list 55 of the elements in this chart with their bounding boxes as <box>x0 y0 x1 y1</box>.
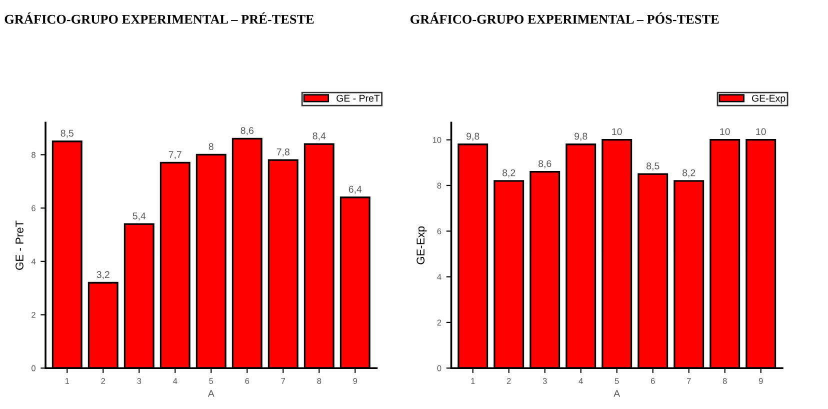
x-tick-label: 5 <box>614 378 619 384</box>
data-label: 8,5 <box>646 162 660 171</box>
y-tick-label: 0 <box>32 365 36 372</box>
x-tick-label: 9 <box>353 378 358 384</box>
data-label: 8,6 <box>538 160 552 168</box>
data-label: 5,4 <box>132 212 146 221</box>
y-axis-title: GE-Exp <box>416 226 427 264</box>
x-tick-label: 4 <box>173 378 178 384</box>
x-tick-label: 1 <box>471 378 475 384</box>
y-tick-label: 2 <box>32 312 36 318</box>
x-tick-label: 9 <box>758 378 763 384</box>
y-tick-label: 4 <box>437 274 442 280</box>
y-tick-label: 6 <box>32 205 36 212</box>
x-tick-label: 8 <box>317 378 322 384</box>
y-tick-label: 0 <box>437 365 442 372</box>
data-label: 9,8 <box>466 132 480 141</box>
x-tick-label: 2 <box>101 378 106 384</box>
data-label: 7,8 <box>276 148 290 156</box>
data-label: 10 <box>612 128 622 136</box>
data-label: 8,2 <box>682 169 696 178</box>
y-tick-label: 4 <box>31 258 36 264</box>
y-tick-label: 6 <box>437 228 442 234</box>
data-label: 10 <box>756 128 766 136</box>
legend-label: GE-Exp <box>752 94 786 104</box>
legend-label: GE - PreT <box>336 94 380 102</box>
x-tick-label: 7 <box>281 378 286 384</box>
data-label: 8,2 <box>502 169 516 178</box>
x-tick-label: 8 <box>722 378 727 384</box>
y-tick-label: 2 <box>437 320 442 326</box>
y-tick-label: 10 <box>432 137 442 143</box>
x-tick-label: 3 <box>542 378 547 384</box>
x-tick-label: 6 <box>245 378 250 384</box>
data-label: 8 <box>208 143 214 150</box>
x-tick-label: 7 <box>686 378 691 384</box>
x-tick-label: 3 <box>137 378 142 384</box>
y-tick-label: 8 <box>32 152 36 158</box>
data-label: 7,7 <box>168 151 182 160</box>
data-label: 8,6 <box>240 127 254 136</box>
x-tick-label: 4 <box>578 378 583 384</box>
chart-title: GRÁFICO-GRUPO EXPERIMENTAL – PRÉ-TESTE <box>4 12 314 24</box>
x-tick-label: 2 <box>506 378 511 384</box>
y-axis-title: GE - PreT <box>16 220 24 270</box>
chart-title: GRÁFICO-GRUPO EXPERIMENTAL – PÓS-TESTE <box>410 12 719 24</box>
y-tick-label: 8 <box>437 182 442 189</box>
x-tick-label: 5 <box>209 378 214 384</box>
data-label: 8,5 <box>60 130 74 138</box>
x-axis-title: A <box>208 390 214 397</box>
data-label: 6,4 <box>348 186 362 194</box>
data-label: 3,2 <box>96 271 110 280</box>
x-tick-label: 1 <box>65 378 70 384</box>
x-tick-label: 6 <box>650 378 655 384</box>
data-label: 8,4 <box>312 132 326 140</box>
data-label: 9,8 <box>574 132 588 141</box>
data-label: 10 <box>720 128 730 136</box>
x-axis-title: A <box>614 390 620 397</box>
